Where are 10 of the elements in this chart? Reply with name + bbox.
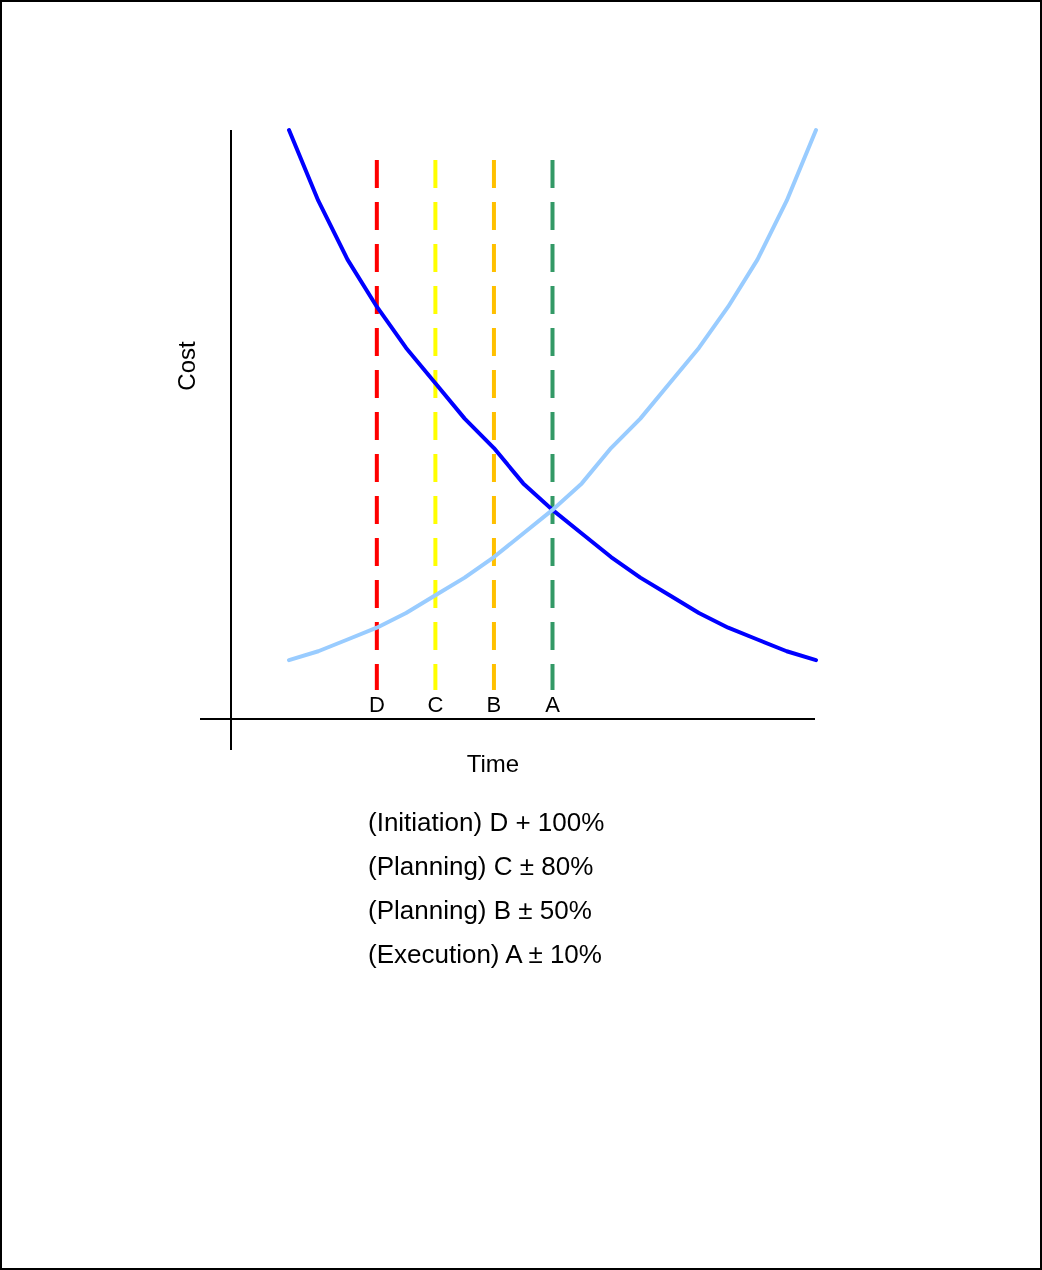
x-tick-label: D [368,692,385,717]
text: (Planning) B ± 50% [368,895,592,925]
text: (Planning) C ± 80% [368,851,594,881]
text: (Initiation) D + 100% [368,807,605,837]
x-tick-label: C [427,692,444,717]
text: (Execution) A ± 10% [368,939,602,969]
x-axis-title: Time [466,750,520,777]
x-tick-label: A [545,692,561,717]
y-axis-title: Cost [173,341,200,391]
x-tick-label: B [486,692,502,717]
